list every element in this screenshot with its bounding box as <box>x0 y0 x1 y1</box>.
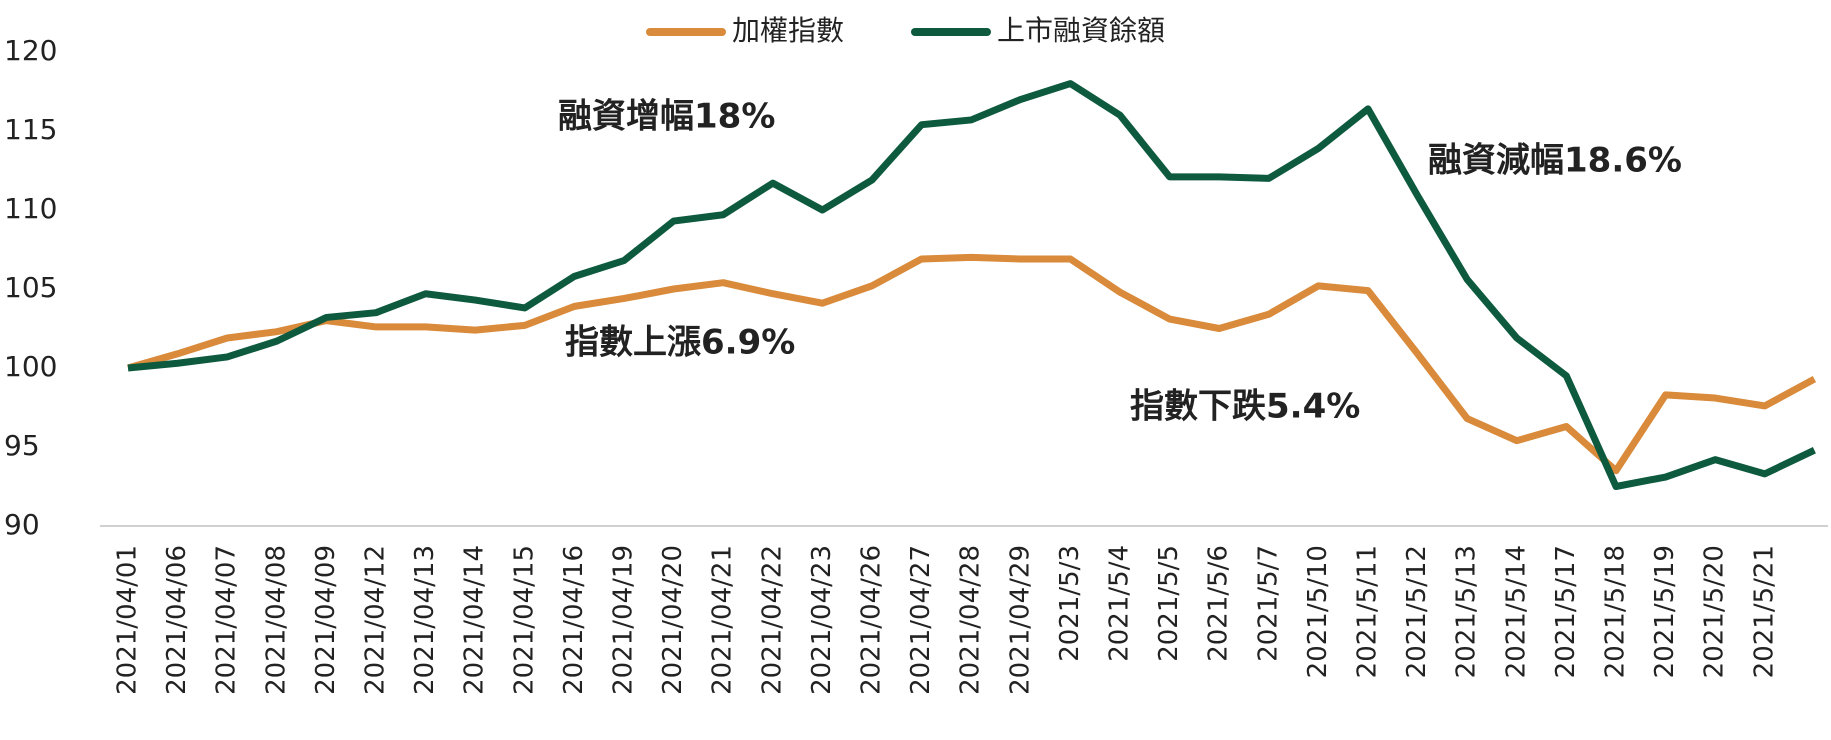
x-tick-label: 2021/5/18 <box>1601 545 1631 678</box>
x-tick-label: 2021/5/11 <box>1353 545 1383 678</box>
series-line <box>127 80 1816 490</box>
x-tick-label: 2021/04/12 <box>361 545 391 695</box>
x-tick-label: 2021/5/7 <box>1253 545 1283 662</box>
x-tick-label: 2021/04/26 <box>857 545 887 695</box>
x-tick-label: 2021/04/28 <box>956 545 986 695</box>
annotation: 融資增幅18% <box>558 97 775 137</box>
x-tick-label: 2021/5/14 <box>1501 545 1531 678</box>
y-tick-label: 120 <box>4 34 57 67</box>
x-tick-label: 2021/04/07 <box>212 545 242 695</box>
annotation: 指數上漲6.9% <box>565 323 795 363</box>
x-tick-label: 2021/04/21 <box>708 545 738 695</box>
annotation: 融資減幅18.6% <box>1428 141 1682 181</box>
x-tick-label: 2021/5/5 <box>1154 545 1184 662</box>
x-tick-label: 2021/5/17 <box>1551 545 1581 678</box>
x-tick-label: 2021/5/10 <box>1303 545 1333 678</box>
x-tick-label: 2021/5/12 <box>1402 545 1432 678</box>
x-tick-label: 2021/5/3 <box>1055 545 1085 662</box>
series-line <box>127 253 1817 475</box>
y-tick-label: 115 <box>4 113 57 146</box>
y-tick-label: 105 <box>4 271 57 304</box>
y-tick-label: 90 <box>4 508 40 541</box>
x-tick-label: 2021/04/29 <box>1005 545 1035 695</box>
x-tick-label: 2021/04/06 <box>162 545 192 695</box>
x-tick-label: 2021/04/22 <box>757 545 787 695</box>
annotation: 指數下跌5.4% <box>1130 387 1360 427</box>
x-tick-label: 2021/5/4 <box>1105 545 1135 662</box>
x-tick-label: 2021/04/19 <box>609 545 639 695</box>
legend-label: 上市融資餘額 <box>997 14 1165 47</box>
x-tick-label: 2021/04/23 <box>807 545 837 695</box>
x-tick-label: 2021/5/19 <box>1650 545 1680 678</box>
x-tick-label: 2021/04/20 <box>658 545 688 695</box>
legend-label: 加權指數 <box>732 14 844 47</box>
x-tick-label: 2021/04/13 <box>410 545 440 695</box>
y-tick-label: 95 <box>4 429 40 462</box>
x-tick-label: 2021/5/21 <box>1749 545 1779 678</box>
x-tick-label: 2021/04/09 <box>311 545 341 695</box>
y-tick-label: 100 <box>4 350 57 383</box>
y-tick-label: 110 <box>4 192 57 225</box>
x-tick-label: 2021/04/16 <box>559 545 589 695</box>
x-tick-label: 2021/5/13 <box>1452 545 1482 678</box>
x-tick-label: 2021/04/08 <box>261 545 291 695</box>
x-tick-label: 2021/5/20 <box>1700 545 1730 678</box>
x-tick-label: 2021/5/6 <box>1204 545 1234 662</box>
x-tick-label: 2021/04/15 <box>509 545 539 695</box>
x-tick-label: 2021/04/14 <box>460 545 490 695</box>
x-tick-label: 2021/04/01 <box>113 545 143 695</box>
x-tick-label: 2021/04/27 <box>906 545 936 695</box>
